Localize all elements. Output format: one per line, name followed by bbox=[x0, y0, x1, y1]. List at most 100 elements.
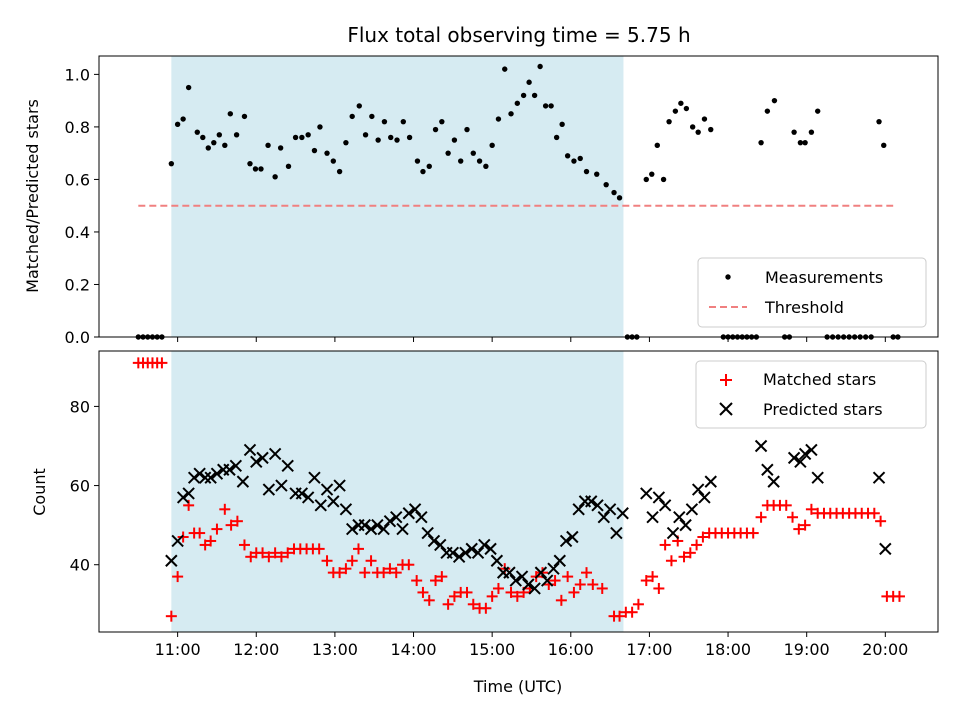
matched-star-point bbox=[172, 571, 184, 583]
predicted-star-point bbox=[652, 491, 666, 504]
predicted-star-point bbox=[646, 511, 659, 524]
matched-star-point bbox=[205, 535, 217, 547]
top-legend-box bbox=[697, 257, 927, 328]
matched-star-point bbox=[225, 519, 237, 531]
matched-star-point bbox=[352, 543, 364, 555]
x-tick-label: 13:00 bbox=[312, 640, 358, 659]
measurement-point bbox=[200, 134, 206, 141]
matched-star-point bbox=[626, 606, 638, 618]
bottom-legend-box bbox=[695, 360, 927, 429]
predicted-star-point bbox=[333, 479, 346, 492]
measurement-point bbox=[666, 118, 672, 125]
measurement-point bbox=[464, 126, 470, 133]
measurement-point bbox=[672, 108, 679, 114]
matched-star-point bbox=[390, 567, 402, 579]
top-y-ticks: 0.0 0.2 0.4 0.6 0.8 1.0 bbox=[65, 65, 99, 347]
matched-star-point bbox=[486, 590, 498, 602]
bottom-shaded-interval bbox=[171, 351, 624, 632]
matched-star-point bbox=[568, 586, 580, 598]
matched-star-point bbox=[678, 551, 690, 563]
matched-star-point bbox=[596, 582, 608, 594]
measurement-point bbox=[470, 150, 476, 156]
matched-star-point bbox=[219, 503, 231, 515]
matched-star-point bbox=[780, 499, 792, 511]
matched-star-point bbox=[156, 357, 168, 369]
predicted-star-point bbox=[534, 566, 548, 579]
matched-star-point bbox=[659, 539, 671, 551]
predicted-star-point bbox=[761, 463, 774, 476]
measurement-point bbox=[577, 155, 583, 162]
predicted-stars-points bbox=[165, 439, 892, 595]
measurement-point bbox=[531, 92, 538, 99]
measurement-point bbox=[881, 142, 887, 148]
matched-star-point bbox=[269, 547, 281, 559]
predicted-star-point bbox=[872, 471, 886, 484]
measurement-point bbox=[258, 166, 264, 172]
matched-star-point bbox=[614, 610, 626, 622]
predicted-star-point bbox=[484, 542, 497, 556]
matched-star-point bbox=[359, 567, 371, 579]
matched-star-point bbox=[893, 590, 905, 602]
predicted-star-point bbox=[754, 439, 768, 453]
x-tick-label: 19:00 bbox=[784, 640, 830, 659]
predicted-star-point bbox=[566, 530, 579, 544]
predicted-star-point bbox=[229, 459, 243, 472]
matched-star-point bbox=[868, 507, 880, 519]
measurement-point bbox=[388, 134, 394, 141]
matched-star-point bbox=[799, 519, 811, 531]
predicted-star-point bbox=[685, 503, 699, 516]
predicted-star-point bbox=[421, 526, 434, 540]
top-y-tick-label: 0.2 bbox=[65, 275, 90, 294]
measurement-point bbox=[548, 103, 554, 109]
measurement-point bbox=[814, 108, 821, 114]
measurement-point bbox=[362, 132, 369, 138]
predicted-star-point bbox=[236, 475, 250, 488]
matched-star-point bbox=[587, 579, 599, 591]
measurement-point bbox=[808, 129, 815, 135]
bottom-axes-frame bbox=[98, 350, 939, 633]
bottom-y-tick-label: 60 bbox=[70, 477, 90, 496]
predicted-star-point bbox=[811, 471, 824, 484]
predicted-star-point bbox=[704, 475, 717, 488]
matched-star-point bbox=[574, 579, 586, 591]
matched-star-point bbox=[632, 598, 644, 610]
measurement-point bbox=[771, 97, 778, 104]
predicted-star-point bbox=[358, 518, 371, 532]
measurement-point bbox=[252, 166, 259, 172]
measurement-point bbox=[205, 145, 211, 151]
matched-star-point bbox=[787, 511, 799, 523]
predicted-star-point bbox=[509, 574, 522, 587]
matched-star-point bbox=[211, 523, 223, 535]
matched-star-point bbox=[411, 575, 423, 587]
bottom-y-axis-label: Count bbox=[30, 468, 49, 516]
predicted-star-point bbox=[193, 467, 206, 480]
measurement-point bbox=[241, 113, 248, 120]
predicted-star-point bbox=[879, 542, 892, 556]
bottom-legend: Matched stars Predicted stars bbox=[695, 360, 927, 429]
predicted-star-point bbox=[547, 562, 560, 575]
top-y-axis-label: Matched/Predicted stars bbox=[23, 99, 42, 293]
matched-star-point bbox=[199, 539, 211, 551]
predicted-star-point bbox=[301, 491, 315, 504]
matched-star-point bbox=[697, 531, 709, 543]
matched-star-point bbox=[165, 610, 177, 622]
measurement-point bbox=[439, 118, 445, 125]
measurement-point bbox=[168, 160, 175, 167]
x-tick-label: 20:00 bbox=[862, 640, 908, 659]
measurement-point bbox=[180, 116, 186, 122]
predicted-star-point bbox=[522, 578, 535, 591]
matched-star-point bbox=[245, 551, 257, 563]
measurement-point bbox=[508, 111, 514, 117]
predicted-star-point bbox=[698, 491, 711, 504]
measurement-point bbox=[802, 139, 808, 146]
matched-star-point bbox=[684, 547, 696, 559]
matched-star-point bbox=[805, 503, 817, 515]
predicted-star-point bbox=[591, 499, 604, 512]
x-tick-label: 14:00 bbox=[390, 640, 436, 659]
predicted-star-point bbox=[427, 534, 441, 548]
legend-predicted-marker bbox=[719, 402, 733, 416]
x-tick-label: 16:00 bbox=[548, 640, 594, 659]
predicted-star-point bbox=[603, 503, 617, 516]
matched-star-point bbox=[448, 590, 460, 602]
matched-star-point bbox=[461, 586, 473, 598]
